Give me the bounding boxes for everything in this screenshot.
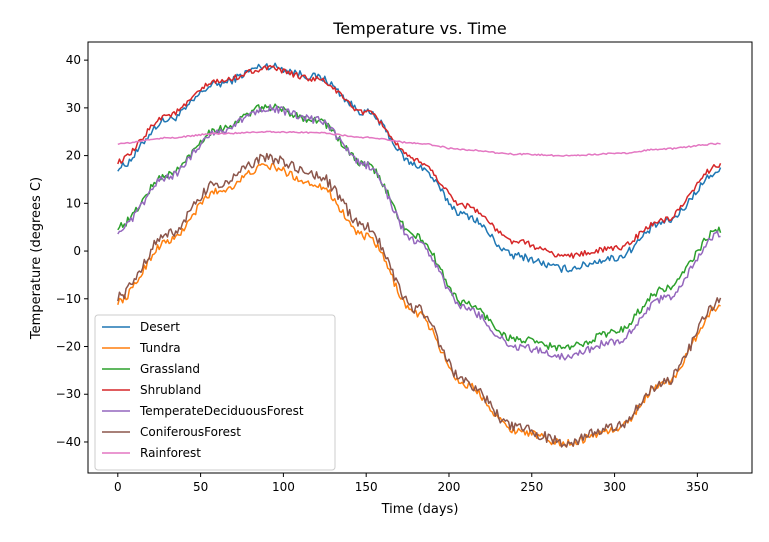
y-tick-label: −20 bbox=[56, 340, 81, 354]
axes-frame bbox=[87, 41, 753, 474]
legend-box bbox=[94, 314, 336, 471]
x-tick-label: 150 bbox=[355, 480, 378, 494]
y-tick-label: −40 bbox=[56, 435, 81, 449]
chart-title: Temperature vs. Time bbox=[332, 19, 507, 38]
series-line-coniferous-forest bbox=[117, 152, 722, 448]
x-tick-label: 350 bbox=[686, 480, 709, 494]
series-layer bbox=[117, 62, 722, 448]
series-line-desert bbox=[117, 62, 722, 273]
y-tick-label: 0 bbox=[73, 244, 81, 258]
legend-label-tundra: Tundra bbox=[139, 341, 181, 355]
legend-label-shrubland: Shrubland bbox=[140, 383, 201, 397]
legend-label-grassland: Grassland bbox=[140, 362, 200, 376]
y-tick-label: 10 bbox=[66, 196, 81, 210]
y-ticks: −40 −30 −20 −10 0 10 20 30 40 bbox=[56, 53, 88, 449]
y-tick-label: 30 bbox=[66, 101, 81, 115]
legend-label-desert: Desert bbox=[140, 320, 180, 334]
x-tick-label: 100 bbox=[272, 480, 295, 494]
series-line-shrubland bbox=[117, 64, 722, 259]
x-tick-label: 200 bbox=[438, 480, 461, 494]
legend-label-coniferous-forest: ConiferousForest bbox=[140, 425, 241, 439]
y-tick-label: 40 bbox=[66, 53, 81, 67]
x-tick-label: 50 bbox=[193, 480, 208, 494]
y-tick-label: −10 bbox=[56, 292, 81, 306]
x-tick-label: 250 bbox=[520, 480, 543, 494]
y-axis-label: Temperature (degrees C) bbox=[29, 177, 44, 340]
x-tick-label: 0 bbox=[114, 480, 122, 494]
x-tick-label: 300 bbox=[603, 480, 626, 494]
series-line-tundra bbox=[117, 162, 721, 448]
y-tick-label: 20 bbox=[66, 149, 81, 163]
series-line-temperate-deciduous-forest bbox=[117, 104, 721, 361]
y-tick-label: −30 bbox=[56, 387, 81, 401]
x-axis-label: Time (days) bbox=[381, 502, 459, 517]
x-ticks: 0 50 100 150 200 250 300 350 bbox=[114, 473, 709, 494]
series-line-rainforest bbox=[117, 130, 721, 157]
legend-label-temperate-deciduous-forest: TemperateDeciduousForest bbox=[139, 404, 304, 418]
legend: Desert Tundra Grassland Shrubland TemperateD… bbox=[94, 314, 336, 471]
legend-label-rainforest: Rainforest bbox=[140, 446, 201, 460]
